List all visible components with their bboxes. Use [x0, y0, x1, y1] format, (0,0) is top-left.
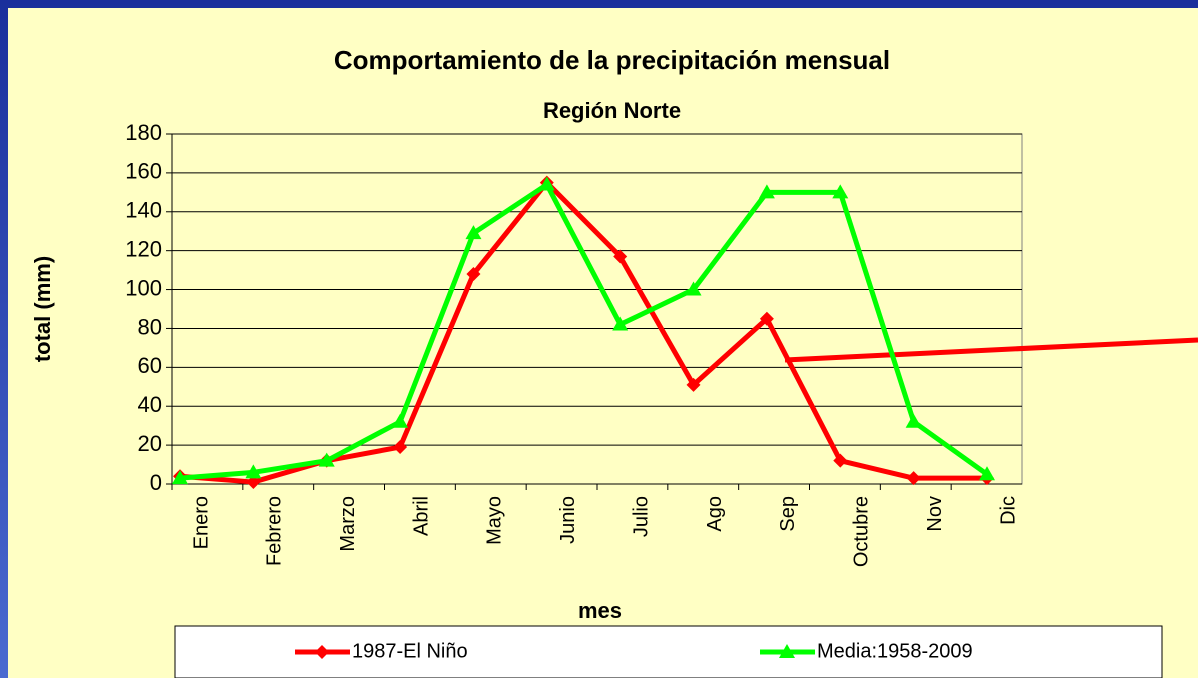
data-point: [466, 267, 481, 281]
data-point: [318, 452, 335, 467]
data-point: [832, 184, 849, 199]
x-tick-label: Dic: [997, 496, 1019, 525]
data-point: [612, 316, 629, 331]
plot-area: [171, 133, 1023, 485]
chart-title: Comportamiento de la precipitación mensu…: [334, 45, 890, 75]
data-point: [686, 377, 701, 392]
annotation-arrow: [784, 337, 1198, 363]
data-point: [245, 464, 262, 479]
chart-subtitle: Región Norte: [543, 98, 681, 123]
data-point: [979, 466, 995, 481]
data-point: [538, 176, 555, 191]
x-tick-label: Ago: [704, 496, 726, 532]
data-point: [393, 440, 408, 455]
x-tick-label: Julio: [630, 496, 652, 537]
y-tick-label: 100: [125, 275, 162, 300]
x-tick-label: Mayo: [484, 496, 506, 545]
data-point: [465, 225, 482, 240]
legend-label: 1987-El Niño: [352, 640, 468, 662]
x-tick-label: Sep: [777, 496, 799, 532]
x-axis-label: mes: [578, 598, 622, 623]
y-tick-label: 60: [138, 353, 162, 378]
data-point: [246, 475, 261, 490]
x-tick-label: Nov: [924, 496, 946, 532]
data-point: [392, 413, 409, 428]
data-point: [613, 249, 628, 264]
data-point: [905, 413, 922, 428]
legend-marker: [315, 645, 329, 659]
y-tick-label: 120: [125, 236, 162, 261]
legend-marker: [779, 644, 795, 658]
data-point: [172, 470, 188, 485]
y-tick-label: 140: [125, 198, 162, 223]
y-tick-label: 180: [125, 120, 162, 145]
data-point: [685, 281, 702, 296]
x-tick-label: Abril: [410, 496, 432, 536]
legend: [174, 625, 1163, 678]
y-tick-label: 80: [138, 314, 162, 339]
x-tick-label: Junio: [557, 496, 579, 544]
y-axis-label: total (mm): [30, 256, 55, 362]
y-tick-label: 40: [138, 392, 162, 417]
legend-label: Media:1958-2009: [817, 640, 973, 662]
data-point: [833, 453, 848, 468]
series-line: [179, 182, 989, 481]
y-tick-label: 20: [138, 431, 162, 456]
x-tick-label: Febrero: [264, 496, 286, 566]
y-tick-label: 160: [125, 159, 162, 184]
data-point: [758, 184, 775, 199]
x-tick-label: Enero: [190, 496, 212, 549]
y-tick-label: 0: [150, 470, 162, 495]
data-point: [759, 311, 774, 326]
x-tick-label: Octubre: [851, 496, 873, 567]
data-point: [906, 471, 921, 486]
x-tick-label: Marzo: [337, 496, 359, 552]
